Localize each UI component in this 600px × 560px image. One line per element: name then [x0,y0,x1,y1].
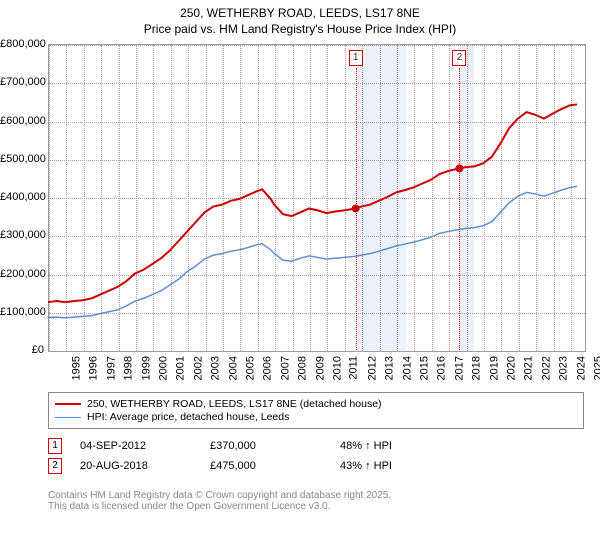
x-tick-label: 2011 [348,356,360,380]
x-tick-label: 2008 [297,356,309,380]
y-tick-label: £600,000 [0,115,44,127]
y-tick-label: £0 [0,344,44,356]
y-tick-label: £400,000 [0,191,44,203]
y-tick-label: £500,000 [0,153,44,165]
footnote-line-1: Contains HM Land Registry data © Crown c… [48,490,391,501]
x-tick-label: 1998 [123,356,135,380]
footnote: Contains HM Land Registry data © Crown c… [48,490,391,512]
x-tick-label: 2021 [523,356,535,380]
annotation-row: 220-AUG-2018£475,00043% ↑ HPI [48,456,470,476]
legend-item: 250, WETHERBY ROAD, LEEDS, LS17 8NE (det… [55,398,577,410]
x-tick-label: 2000 [157,356,169,380]
x-tick-label: 2006 [262,356,274,380]
x-tick-label: 1997 [105,356,117,380]
x-tick-label: 2018 [471,356,483,380]
x-tick-label: 2020 [506,356,518,380]
x-tick-label: 2007 [279,356,291,380]
x-tick-label: 2009 [314,356,326,380]
y-tick-label: £800,000 [0,38,44,50]
x-tick-label: 1995 [70,356,82,380]
series-hpi [48,186,577,318]
x-tick-label: 2025 [593,356,600,380]
x-tick-label: 2014 [401,356,413,380]
annotation-table: 104-SEP-2012£370,00048% ↑ HPI220-AUG-201… [48,436,470,476]
y-tick-label: £700,000 [0,76,44,88]
y-tick-label: £200,000 [0,268,44,280]
legend-item: HPI: Average price, detached house, Leed… [55,411,577,423]
chart-svg [0,0,600,560]
footnote-line-2: This data is licensed under the Open Gov… [48,501,391,512]
sale-marker: 2 [452,50,466,66]
x-tick-label: 1996 [88,356,100,380]
x-tick-label: 2015 [419,356,431,380]
annotation-row: 104-SEP-2012£370,00048% ↑ HPI [48,436,470,456]
x-tick-label: 2019 [488,356,500,380]
x-tick-label: 2023 [558,356,570,380]
x-tick-label: 2002 [192,356,204,380]
series-price_paid [48,104,577,302]
x-tick-label: 2013 [384,356,396,380]
x-tick-label: 2005 [245,356,257,380]
sale-marker: 1 [349,50,363,66]
x-tick-label: 1999 [140,356,152,380]
y-tick-label: £100,000 [0,306,44,318]
x-tick-label: 2024 [575,356,587,380]
x-tick-label: 2001 [175,356,187,380]
x-tick-label: 2017 [453,356,465,380]
x-tick-label: 2003 [210,356,222,380]
x-tick-label: 2004 [227,356,239,380]
legend-box: 250, WETHERBY ROAD, LEEDS, LS17 8NE (det… [48,392,584,429]
x-tick-label: 2022 [540,356,552,380]
x-tick-label: 2016 [436,356,448,380]
x-tick-label: 2010 [332,356,344,380]
x-tick-label: 2012 [366,356,378,380]
y-tick-label: £300,000 [0,229,44,241]
